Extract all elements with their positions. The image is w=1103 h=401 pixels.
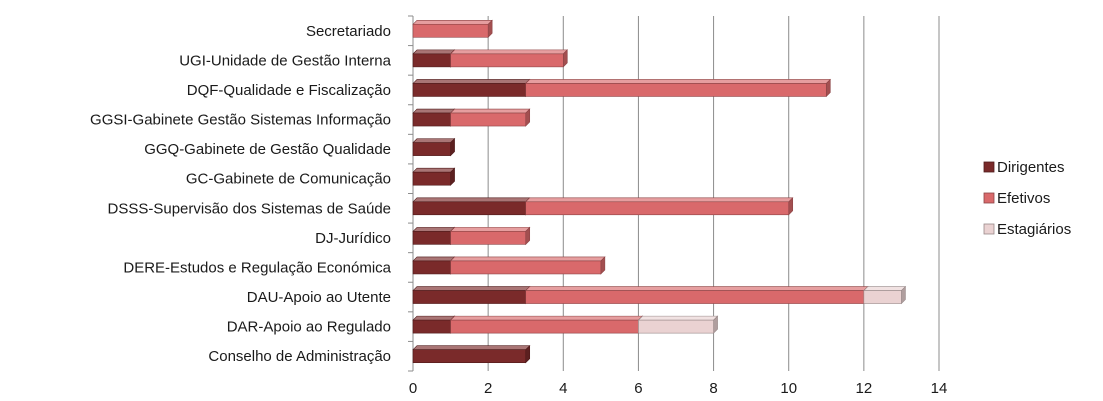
bar-segment-dirigentes	[412, 285, 531, 305]
x-tick-label: 0	[409, 380, 417, 397]
legend-label-estagiários: Estagiários	[997, 221, 1071, 238]
bar-segment-efetivos	[524, 197, 794, 216]
bar-segment-dirigentes	[412, 137, 456, 157]
bar-segment-dirigentes	[412, 344, 531, 364]
category-label: DSSS-Supervisão dos Sistemas de Saúde	[108, 200, 391, 217]
bar-segment-dirigentes	[412, 167, 456, 186]
bar-segment-efetivos	[449, 226, 531, 246]
x-tick-label: 2	[484, 380, 492, 397]
bar-segment-efetivos	[524, 285, 869, 305]
category-label: UGI-Unidade de Gestão Interna	[179, 52, 391, 69]
x-tick-label: 12	[856, 380, 873, 397]
category-label: DAU-Apoio ao Utente	[247, 289, 391, 306]
x-tick-label: 14	[931, 380, 948, 397]
category-label: DQF-Qualidade e Fiscalização	[187, 82, 391, 99]
bar-segment-efetivos	[449, 49, 569, 68]
category-label: GC-Gabinete de Comunicação	[186, 171, 391, 188]
bar-segment-dirigentes	[412, 108, 456, 127]
x-tick-label: 6	[634, 380, 642, 397]
bar-segment-efetivos	[412, 19, 493, 39]
category-label: Conselho de Administração	[208, 348, 391, 365]
category-label: DAR-Apoio ao Regulado	[227, 319, 391, 336]
bar-segment-dirigentes	[412, 226, 456, 246]
category-label: GGSI-Gabinete Gestão Sistemas Informação	[90, 112, 391, 129]
bar-segment-dirigentes	[412, 315, 456, 334]
x-tick-label: 10	[780, 380, 797, 397]
legend-swatch-dirigentes	[983, 161, 995, 173]
bar-segment-efetivos	[449, 108, 531, 127]
bar-segment-estagiários	[863, 285, 907, 305]
legend-swatch-estagiários	[983, 223, 995, 235]
category-label: GGQ-Gabinete de Gestão Qualidade	[144, 141, 391, 158]
legend-label-dirigentes: Dirigentes	[997, 159, 1065, 176]
bar-segment-dirigentes	[412, 256, 456, 275]
bar-segment-dirigentes	[412, 49, 456, 68]
bar-segment-efetivos	[524, 78, 832, 98]
category-label: DJ-Jurídico	[315, 230, 391, 247]
legend-swatch-efetivos	[983, 192, 995, 204]
x-tick-label: 4	[559, 380, 567, 397]
legend-label-efetivos: Efetivos	[997, 190, 1050, 207]
bar-segment-efetivos	[449, 256, 606, 275]
x-tick-label: 8	[709, 380, 717, 397]
bar-segment-dirigentes	[412, 197, 531, 216]
bar-segment-efetivos	[449, 315, 644, 334]
bar-segment-estagiários	[637, 315, 719, 334]
category-label: DERE-Estudos e Regulação Económica	[123, 259, 391, 276]
category-label: Secretariado	[306, 23, 391, 40]
bar-segment-dirigentes	[412, 78, 531, 98]
